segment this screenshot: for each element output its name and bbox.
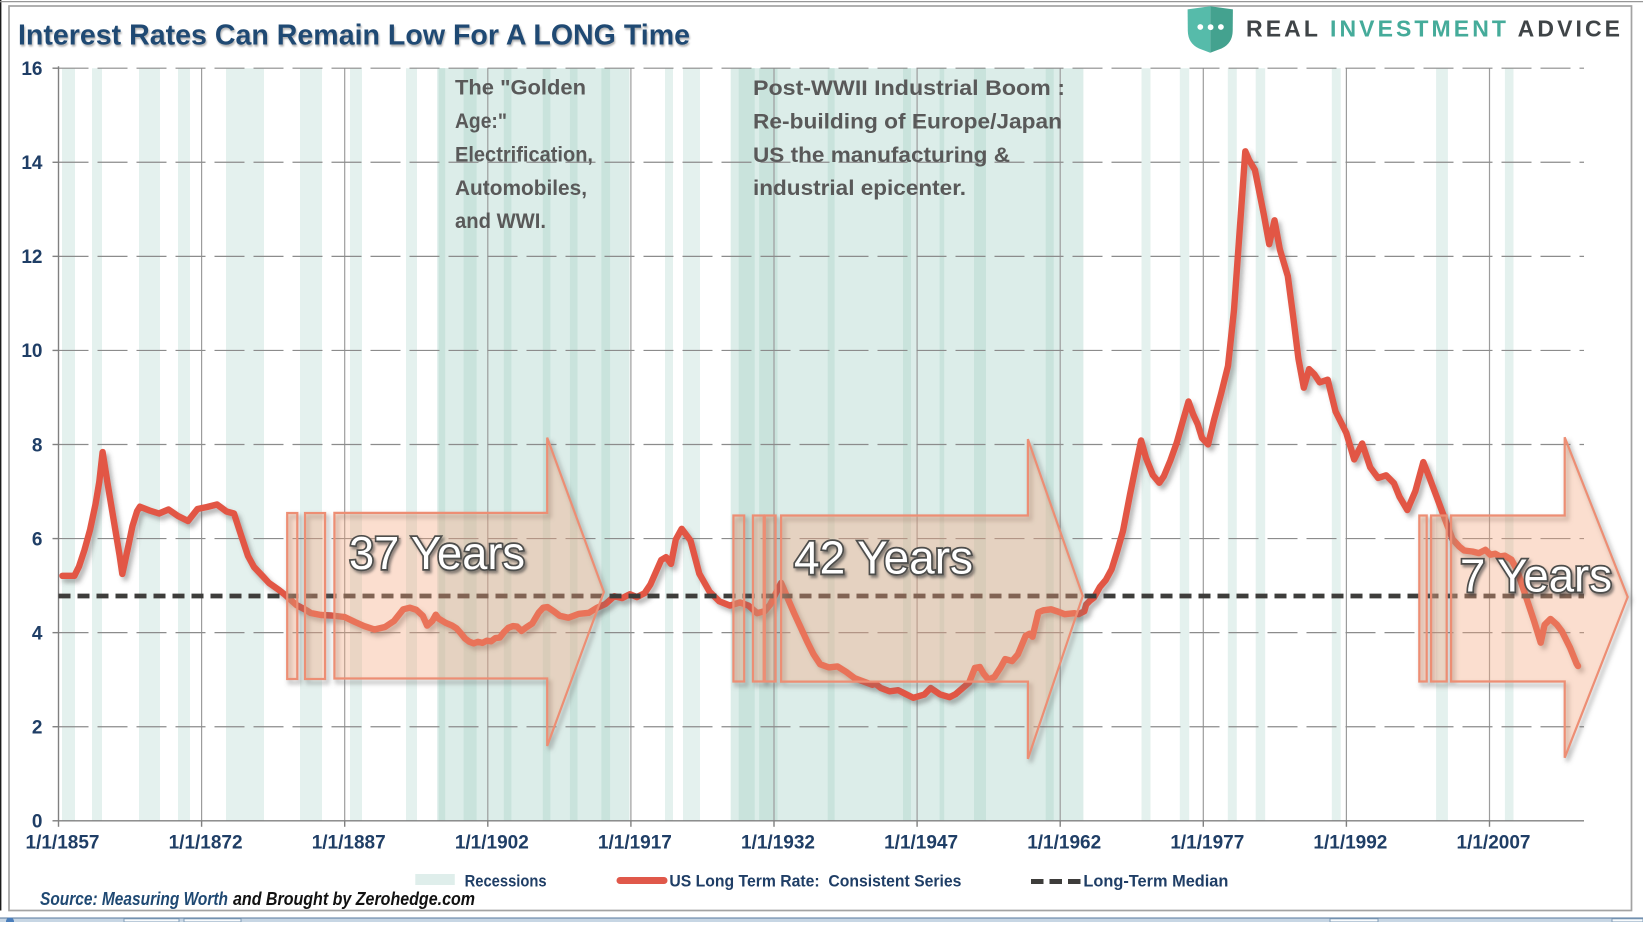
svg-text:8: 8 — [32, 435, 43, 456]
svg-text:7 Years: 7 Years — [1460, 550, 1612, 602]
svg-text:US Long Term Rate: Consistent: US Long Term Rate: Consistent Series — [669, 872, 961, 891]
svg-text:and Brought by Zerohedge.com: and Brought by Zerohedge.com — [233, 889, 475, 909]
svg-text:4: 4 — [32, 623, 43, 644]
svg-text:1/1/2007: 1/1/2007 — [1457, 833, 1531, 854]
svg-text:Interest Rates Can Remain Low: Interest Rates Can Remain Low For A LONG… — [18, 20, 690, 52]
svg-text:1/1/1872: 1/1/1872 — [169, 833, 243, 854]
svg-text:1/1/1902: 1/1/1902 — [455, 833, 529, 854]
svg-text:1/1/1977: 1/1/1977 — [1170, 833, 1244, 854]
svg-text:Electrification,: Electrification, — [455, 143, 593, 166]
svg-text:Source: Measuring Worth: Source: Measuring Worth — [40, 889, 228, 909]
svg-text:1/1/1857: 1/1/1857 — [26, 833, 100, 854]
svg-text:14: 14 — [21, 153, 43, 174]
svg-text:42 Years: 42 Years — [794, 532, 973, 584]
svg-text:Re-building of Europe/Japan: Re-building of Europe/Japan — [753, 110, 1062, 133]
svg-text:1/1/1947: 1/1/1947 — [884, 833, 958, 854]
svg-text:US the manufacturing &: US the manufacturing & — [753, 144, 1010, 167]
svg-text:37 Years: 37 Years — [349, 527, 525, 579]
svg-text:1/1/1992: 1/1/1992 — [1313, 833, 1387, 854]
svg-text:12: 12 — [21, 247, 42, 268]
svg-text:6: 6 — [32, 529, 43, 550]
svg-text:2: 2 — [32, 718, 43, 739]
svg-text:1/1/1962: 1/1/1962 — [1027, 833, 1101, 854]
svg-text:1/1/1887: 1/1/1887 — [312, 833, 386, 854]
svg-text:10: 10 — [21, 341, 42, 362]
svg-text:1/1/1917: 1/1/1917 — [598, 833, 672, 854]
svg-text:1/1/1932: 1/1/1932 — [741, 833, 815, 854]
svg-text:Long-Term Median: Long-Term Median — [1083, 872, 1228, 891]
svg-text:Recessions: Recessions — [465, 872, 547, 891]
svg-text:Post-WWII Industrial Boom :: Post-WWII Industrial Boom : — [753, 77, 1065, 100]
svg-text:0: 0 — [32, 812, 43, 833]
svg-text:REAL INVESTMENT ADVICE: REAL INVESTMENT ADVICE — [1246, 16, 1620, 42]
svg-text:Automobiles,: Automobiles, — [455, 177, 587, 200]
svg-text:Age:": Age:" — [455, 110, 507, 133]
svg-text:and WWI.: and WWI. — [455, 210, 546, 233]
svg-text:The "Golden: The "Golden — [455, 77, 586, 100]
svg-text:16: 16 — [21, 59, 42, 80]
svg-text:industrial epicenter.: industrial epicenter. — [753, 177, 966, 200]
